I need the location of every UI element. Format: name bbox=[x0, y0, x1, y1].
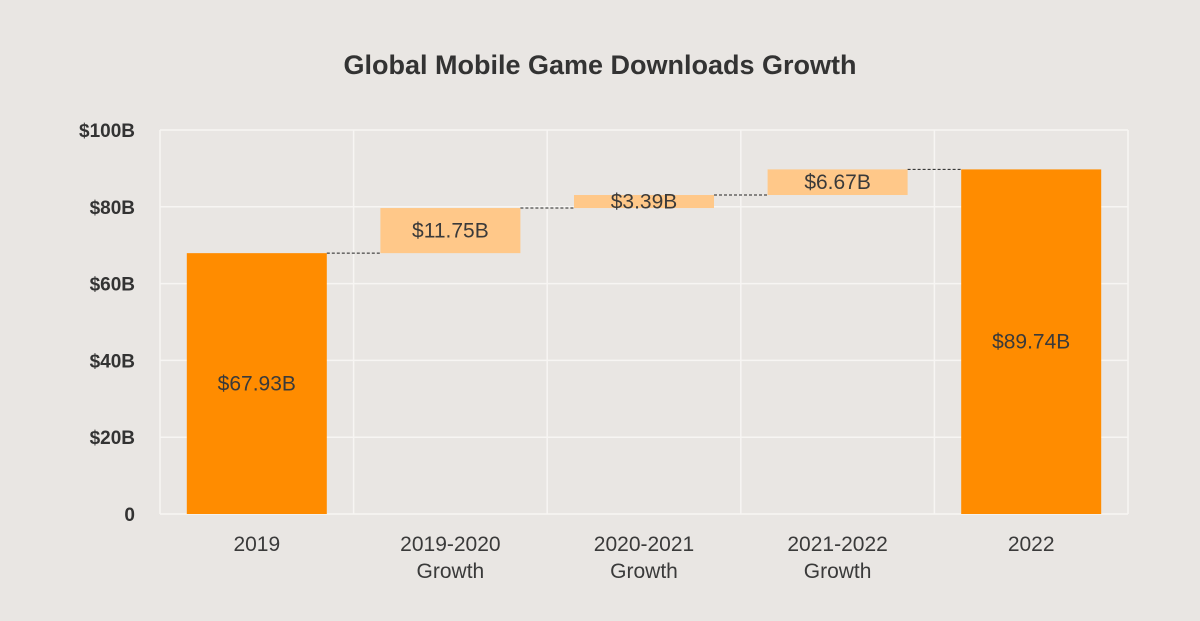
y-tick-label: $20B bbox=[90, 428, 135, 449]
bar-value-label: $89.74B bbox=[992, 331, 1070, 354]
total-bar bbox=[186, 253, 327, 514]
x-category-label: 2022 bbox=[1008, 533, 1055, 556]
x-category-label: 2019 bbox=[233, 533, 280, 556]
data-labels: $67.93B $11.75B $3.39B $6.67B $89.74B bbox=[218, 171, 1071, 395]
y-tick-label: $60B bbox=[90, 275, 135, 296]
y-tick-label: $40B bbox=[90, 351, 135, 372]
chart-title: Global Mobile Game Downloads Growth bbox=[343, 50, 857, 80]
increase-bar bbox=[380, 208, 521, 254]
x-category-label: 2020-2021 bbox=[594, 533, 694, 556]
x-category-label: Growth bbox=[804, 560, 872, 583]
x-category-label: Growth bbox=[417, 560, 485, 583]
bar-value-label: $67.93B bbox=[218, 373, 296, 396]
y-tick-label: 0 bbox=[124, 505, 135, 526]
connector-lines bbox=[326, 168, 962, 254]
x-axis-category-labels: 2019 2019-2020 Growth 2020-2021 Growth 2021-2… bbox=[233, 533, 1054, 583]
y-tick-label: $100B bbox=[79, 121, 135, 142]
total-bar bbox=[961, 169, 1102, 514]
x-category-label: Growth bbox=[610, 560, 678, 583]
increase-bar bbox=[767, 169, 908, 196]
y-axis-tick-labels: 0 $20B $40B $60B $80B $100B bbox=[79, 121, 135, 526]
bar-value-label: $6.67B bbox=[804, 171, 871, 194]
increase-bar bbox=[574, 195, 714, 209]
bar-value-label: $11.75B bbox=[412, 220, 489, 243]
y-tick-label: $80B bbox=[90, 198, 135, 219]
bars bbox=[186, 169, 1102, 514]
bar-value-label: $3.39B bbox=[611, 191, 678, 214]
x-category-label: 2019-2020 bbox=[400, 533, 500, 556]
x-category-label: 2021-2022 bbox=[787, 533, 887, 556]
